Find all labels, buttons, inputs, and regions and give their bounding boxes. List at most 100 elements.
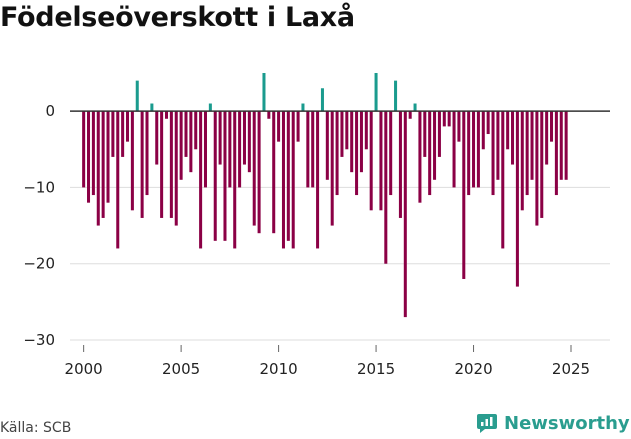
bar (116, 111, 120, 249)
bar (101, 111, 105, 218)
bar (189, 111, 193, 173)
bar (535, 111, 539, 226)
newsworthy-logo-icon (477, 414, 497, 433)
x-axis-ticks: 2000 2005 2010 2015 2020 2025 (65, 345, 590, 378)
bar (169, 111, 173, 218)
bar (413, 103, 417, 112)
bar (481, 111, 485, 150)
bar (179, 111, 183, 180)
y-tick-label: −20 (23, 255, 55, 273)
bar (403, 111, 407, 318)
bar (428, 111, 432, 196)
bar (242, 111, 246, 165)
y-axis-ticks: 0 −10 −20 −30 (23, 102, 55, 349)
bar (96, 111, 100, 226)
bar (476, 111, 480, 188)
bar (501, 111, 505, 249)
bar (530, 111, 534, 180)
bar (550, 111, 554, 142)
bar (359, 111, 363, 173)
bar (91, 111, 95, 196)
bar (457, 111, 461, 142)
x-tick-label: 2015 (357, 360, 395, 378)
bar (82, 111, 86, 188)
bar (511, 111, 515, 165)
bar (316, 111, 320, 249)
source-label: Källa: SCB (0, 420, 72, 436)
bar (87, 111, 91, 203)
bar (247, 111, 251, 173)
bar (164, 111, 169, 119)
bar (311, 111, 315, 188)
bar (564, 111, 568, 180)
bar (281, 111, 285, 249)
bar (340, 111, 344, 157)
bar (160, 111, 164, 218)
bar (350, 111, 354, 173)
bar (218, 111, 222, 165)
bar (277, 111, 281, 142)
bar (228, 111, 232, 188)
bar (296, 111, 300, 142)
bar (472, 111, 476, 188)
bar (111, 111, 115, 157)
y-tick-label: 0 (45, 102, 55, 120)
bar (418, 111, 422, 203)
bar (130, 111, 134, 211)
bar (121, 111, 125, 157)
x-tick-label: 2000 (65, 360, 103, 378)
bars (82, 73, 568, 318)
x-tick-label: 2005 (162, 360, 200, 378)
bar (423, 111, 427, 157)
bar (145, 111, 149, 196)
bar (320, 88, 324, 112)
bar (408, 111, 412, 119)
gridlines (70, 186, 610, 341)
bar (335, 111, 339, 196)
bar (325, 111, 329, 180)
y-tick-label: −10 (23, 178, 55, 196)
bar (394, 80, 398, 112)
bar (125, 111, 130, 142)
bar (286, 111, 290, 241)
bar (233, 111, 237, 249)
bar (184, 111, 188, 157)
bar (345, 111, 349, 150)
bar (257, 111, 261, 234)
bar (540, 111, 544, 218)
bar (462, 111, 466, 279)
bar (447, 111, 451, 127)
bar (369, 111, 373, 211)
bar (330, 111, 334, 226)
bar (433, 111, 437, 180)
bar (389, 111, 393, 196)
newsworthy-logo: Newsworthy (476, 409, 630, 437)
bar (267, 111, 271, 119)
bar (437, 111, 441, 157)
bar (223, 111, 227, 241)
bar (491, 111, 495, 196)
bar (301, 103, 305, 112)
bar (452, 111, 456, 188)
bar (520, 111, 524, 211)
newsworthy-logo-text: Newsworthy (504, 412, 630, 434)
bar (199, 111, 203, 249)
x-tick-label: 2025 (552, 360, 590, 378)
bar (106, 111, 110, 203)
bar (262, 73, 266, 112)
bar (559, 111, 563, 180)
bar (150, 103, 154, 112)
bar (398, 111, 402, 218)
bar (379, 111, 383, 211)
bar (174, 111, 178, 226)
bar (384, 111, 388, 264)
bar (525, 111, 529, 196)
bar (374, 73, 378, 112)
bar (364, 111, 368, 150)
bar (506, 111, 510, 150)
bar (272, 111, 276, 234)
bar (213, 111, 217, 241)
bar (515, 111, 519, 287)
bar (155, 111, 159, 165)
